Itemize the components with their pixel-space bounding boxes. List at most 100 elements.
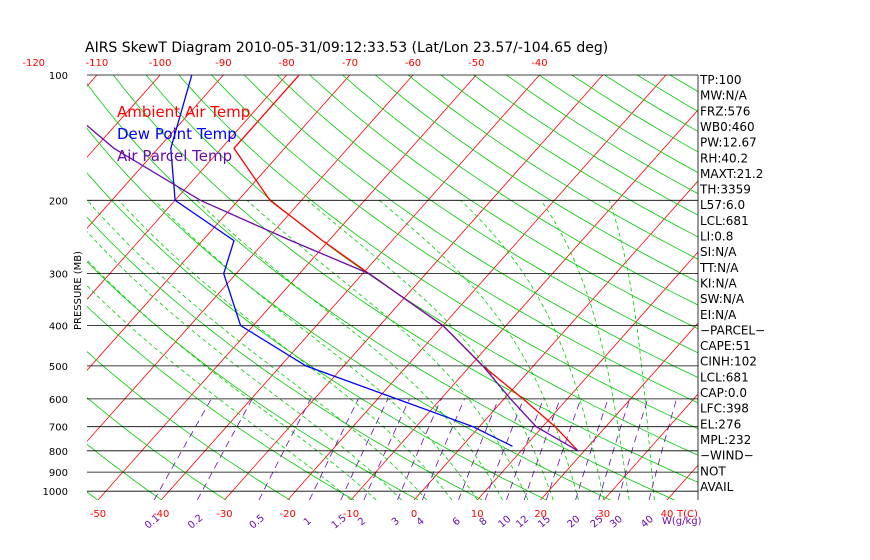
dry-adiabat-line [87, 443, 162, 500]
mixing-ratio-line [340, 398, 389, 500]
stability-index-item: L57:6.0 [700, 198, 745, 212]
pressure-tick-label: 300 [49, 270, 68, 281]
isotherm-lines [87, 75, 698, 500]
top-temp-tick-label: -70 [342, 58, 358, 69]
dry-adiabat-line [178, 75, 698, 430]
pressure-tick-label: 100 [49, 71, 68, 82]
top-temp-tick-label: -80 [278, 58, 294, 69]
mixing-ratio-line [196, 398, 253, 500]
pressure-tick-label: 1000 [43, 487, 68, 498]
top-temp-tick-label: -110 [86, 58, 109, 69]
mixing-ratio-tick-label: 12 [514, 514, 531, 531]
bottom-temp-tick-label: 20 [534, 509, 547, 520]
dry-adiabat-line [309, 75, 698, 330]
stability-index-item: RH:40.2 [700, 151, 748, 165]
stability-index-item: LCL:681 [700, 214, 749, 228]
moist-adiabat-line [196, 200, 503, 500]
pressure-tick-label: 600 [49, 395, 68, 406]
dry-adiabat-line [87, 261, 419, 500]
stability-index-item: TT:N/A [699, 261, 739, 275]
top-temp-tick-label: -120 [22, 58, 45, 69]
legend-dewpoint: Dew Point Temp [117, 125, 237, 143]
dry-adiabat-line [0, 75, 34, 500]
stability-index-item: PW:12.67 [700, 136, 757, 150]
moist-adiabat-line [608, 200, 655, 500]
top-temp-tick-label: -50 [468, 58, 484, 69]
bottom-temp-tick-label: -50 [90, 509, 106, 520]
moist-adiabat-line [87, 200, 428, 500]
stability-index-item: SW:N/A [700, 292, 745, 306]
mixing-ratio-line [598, 398, 631, 500]
top-temp-tick-label: -90 [215, 58, 231, 69]
mixing-ratio-line [617, 398, 649, 500]
mixing-ratio-line [458, 398, 499, 500]
isotherm-line [224, 75, 603, 500]
mixing-ratio-line [575, 398, 609, 500]
stability-index-item: LI:0.8 [700, 230, 733, 244]
mixing-ratio-tick-label: 10 [496, 514, 513, 531]
chart-title: AIRS SkewT Diagram 2010-05-31/09:12:33.5… [85, 40, 608, 56]
dry-adiabat-line [87, 397, 227, 500]
stability-index-item: CAP:0.0 [700, 386, 747, 400]
moist-adiabat-lines [87, 199, 655, 500]
stability-index-item: NOT [700, 464, 726, 478]
stability-index-item: LFC:398 [700, 402, 749, 416]
stability-index-item: WB0:460 [700, 120, 755, 134]
dry-adiabat-line [87, 82, 675, 500]
bottom-temp-tick-label: 40 [661, 509, 674, 520]
mixing-ratio-tick-label: 40 [639, 514, 656, 531]
mixing-ratio-line [648, 398, 677, 500]
dry-adiabat-line [244, 75, 698, 378]
isotherm-line [350, 109, 698, 500]
bottom-temp-tick-label: -40 [153, 509, 169, 520]
mixing-ratio-line [523, 398, 561, 500]
pressure-tick-label: 900 [49, 468, 68, 479]
pressure-tick-label: 400 [49, 322, 68, 333]
stability-index-item: TH:3359 [699, 183, 751, 197]
stability-index-item: LCL:681 [700, 370, 749, 384]
isotherm-line [87, 75, 351, 371]
mixing-ratio-tick-label: 0.5 [248, 513, 267, 532]
moist-adiabat-line [379, 199, 579, 500]
mixing-ratio-tick-label: 4 [415, 516, 427, 529]
mixing-ratio-tick-label: 1 [302, 516, 314, 529]
mixing-ratio-tick-label: 6 [451, 516, 463, 529]
pressure-tick-label: 200 [49, 196, 68, 207]
legend: Ambient Air Temp Dew Point Temp Air Parc… [117, 103, 250, 165]
isotherm-line [603, 393, 698, 500]
mixing-ratio-line [484, 398, 524, 500]
stability-index-item: SI:N/A [700, 245, 737, 259]
pressure-tick-label: 500 [49, 362, 68, 373]
dry-adiabat-line [87, 305, 355, 500]
top-temp-tick-label: -60 [405, 58, 421, 69]
mixing-ratio-tick-label: 20 [566, 514, 583, 531]
pressure-tick-label: 800 [49, 447, 68, 458]
legend-parcel: Air Parcel Temp [117, 147, 232, 165]
mixing-ratio-tick-label: 0.2 [186, 513, 205, 532]
bottom-temp-tick-label: -10 [343, 509, 359, 520]
stability-index-item: EI:N/A [700, 308, 737, 322]
dry-adiabat-line [342, 75, 698, 306]
mixing-ratio-unit-label: W(g/kg) [662, 516, 702, 527]
stability-index-item: −WIND− [700, 449, 754, 463]
dry-adiabat-line [87, 172, 547, 500]
dry-adiabat-line [276, 75, 698, 354]
dry-adiabat-line [375, 75, 698, 283]
top-temp-tick-label: -100 [149, 58, 172, 69]
dry-adiabat-line [506, 75, 698, 195]
pressure-tick-label: 700 [49, 423, 68, 434]
stability-index-item: MAXT:21.2 [700, 167, 763, 181]
isotherm-line [87, 75, 161, 158]
isotherm-line [160, 75, 540, 500]
mixing-ratio-line [309, 398, 359, 500]
top-temp-tick-label: -40 [531, 58, 547, 69]
bottom-temp-tick-label: 10 [471, 509, 484, 520]
dry-adiabat-line [440, 75, 698, 238]
isotherm-line [540, 322, 698, 500]
dry-adiabat-line [473, 75, 698, 216]
moist-adiabat-line [87, 259, 377, 500]
mixing-ratio-tick-label: 2 [356, 516, 368, 529]
stability-index-item: EL:276 [700, 417, 741, 431]
stability-index-item: MPL:232 [700, 433, 751, 447]
